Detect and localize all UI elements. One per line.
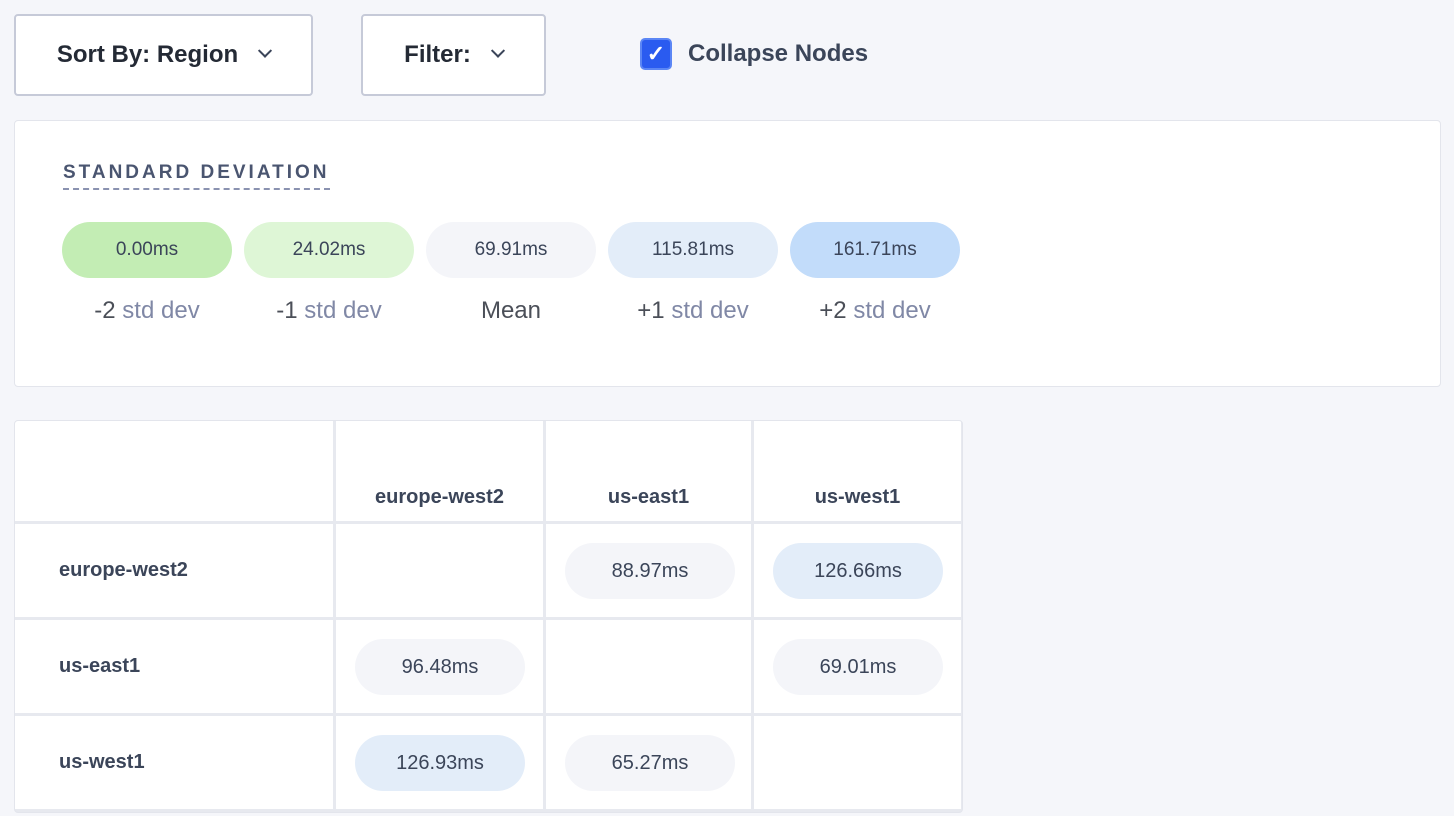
matrix-cell: 69.01ms bbox=[754, 620, 961, 713]
collapse-nodes-checkbox[interactable]: ✓ bbox=[640, 38, 672, 70]
legend-pill: 0.00ms bbox=[62, 222, 232, 278]
legend-label-prefix: -2 bbox=[94, 297, 116, 324]
collapse-nodes-label[interactable]: Collapse Nodes bbox=[688, 40, 869, 67]
legend-label: +2 std dev bbox=[790, 297, 960, 325]
legend-pill: 161.71ms bbox=[790, 222, 960, 278]
matrix-cell: 88.97ms bbox=[546, 524, 751, 617]
latency-pill: 65.27ms bbox=[565, 735, 735, 791]
legend-label-suffix: std dev bbox=[664, 297, 749, 324]
legend-label-prefix: +2 bbox=[819, 297, 847, 324]
chevron-down-icon bbox=[490, 43, 505, 58]
filter-label: Filter: bbox=[404, 41, 471, 68]
legend-label-prefix: -1 bbox=[276, 297, 298, 324]
latency-pill: 126.93ms bbox=[355, 735, 525, 791]
sort-label: Sort By: Region bbox=[56, 41, 239, 68]
matrix-cell: 126.93ms bbox=[336, 716, 543, 809]
matrix-cell bbox=[336, 524, 543, 617]
latency-pill: 88.97ms bbox=[565, 543, 735, 599]
legend-label-suffix: std dev bbox=[115, 297, 200, 324]
column-header: us-east1 bbox=[546, 421, 751, 521]
sort-by-dropdown[interactable]: Sort By: Region bbox=[14, 14, 313, 96]
matrix-cell: 96.48ms bbox=[336, 620, 543, 713]
row-header: us-west1 bbox=[15, 716, 333, 809]
checkmark-icon: ✓ bbox=[646, 41, 666, 66]
standard-deviation-legend: STANDARD DEVIATION 0.00ms -2 std dev 24.02… bbox=[14, 120, 1441, 387]
row-header: europe-west2 bbox=[15, 524, 333, 617]
column-header: us-west1 bbox=[754, 421, 961, 521]
column-header: europe-west2 bbox=[336, 421, 543, 521]
matrix-cell bbox=[546, 620, 751, 713]
legend-title: STANDARD DEVIATION bbox=[63, 162, 330, 190]
legend-pill: 115.81ms bbox=[608, 222, 778, 278]
matrix-cell bbox=[754, 716, 961, 809]
legend-label: -2 std dev bbox=[62, 297, 232, 325]
legend-label-prefix: +1 bbox=[637, 297, 665, 324]
filter-dropdown[interactable]: Filter: bbox=[361, 14, 546, 96]
latency-pill: 126.66ms bbox=[773, 543, 943, 599]
latency-pill: 69.01ms bbox=[773, 639, 943, 695]
legend-label: +1 std dev bbox=[608, 297, 778, 325]
matrix-corner bbox=[15, 421, 333, 521]
matrix-cell: 65.27ms bbox=[546, 716, 751, 809]
latency-pill: 96.48ms bbox=[355, 639, 525, 695]
latency-matrix: europe-west2 us-east1 us-west1 europe-west2… bbox=[14, 420, 963, 813]
legend-pill: 69.91ms bbox=[426, 222, 596, 278]
legend-label-suffix: std dev bbox=[297, 297, 382, 324]
legend-pill: 24.02ms bbox=[244, 222, 414, 278]
row-header: us-east1 bbox=[15, 620, 333, 713]
legend-label-prefix: Mean bbox=[480, 297, 542, 324]
legend-label: Mean bbox=[426, 297, 596, 325]
legend-label: -1 std dev bbox=[244, 297, 414, 325]
chevron-down-icon bbox=[258, 43, 273, 58]
matrix-cell: 126.66ms bbox=[754, 524, 961, 617]
legend-label-suffix: std dev bbox=[846, 297, 931, 324]
